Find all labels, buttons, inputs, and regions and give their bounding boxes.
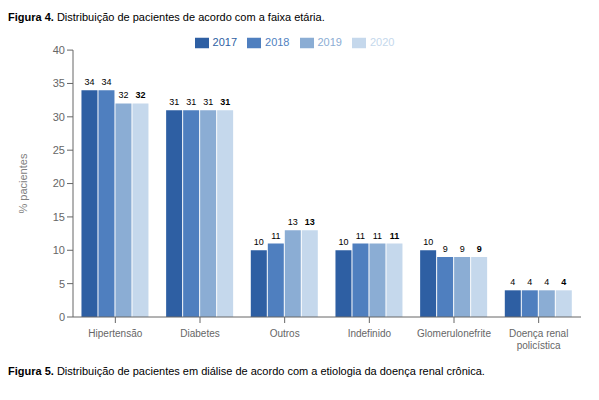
svg-text:15: 15: [53, 211, 65, 223]
svg-text:4: 4: [527, 277, 532, 287]
svg-text:20: 20: [53, 177, 65, 189]
svg-text:0: 0: [59, 311, 65, 323]
html-text:Figura 4. Distribuição de paci: Figura 4. Distribuição de pacientes de a…: [8, 11, 325, 23]
svg-text:10: 10: [254, 237, 264, 247]
svg-text:Doença renalpolicística: Doença renalpolicística: [509, 328, 568, 351]
svg-text:31: 31: [186, 97, 196, 107]
svg-text:4: 4: [510, 277, 515, 287]
svg-text:11: 11: [373, 231, 382, 241]
svg-text:34: 34: [101, 77, 111, 87]
svg-text:5: 5: [59, 278, 65, 290]
svg-text:9: 9: [477, 244, 482, 254]
svg-text:13: 13: [288, 217, 298, 227]
svg-text:25: 25: [53, 144, 65, 156]
svg-text:31: 31: [169, 97, 179, 107]
svg-text:10: 10: [423, 237, 433, 247]
svg-text:4: 4: [561, 277, 566, 287]
svg-text:10: 10: [338, 237, 348, 247]
svg-text:Outros: Outros: [270, 328, 300, 339]
svg-text:32: 32: [135, 90, 145, 100]
svg-text:11: 11: [390, 231, 400, 241]
html-text:2020: 2020: [370, 36, 395, 48]
html-text:2019: 2019: [317, 36, 342, 48]
svg-text:35: 35: [53, 77, 65, 89]
svg-text:Indefinido: Indefinido: [348, 328, 392, 339]
svg-text:% pacientes: % pacientes: [17, 153, 29, 213]
svg-text:13: 13: [305, 217, 315, 227]
svg-text:31: 31: [203, 97, 213, 107]
html-text:Figura 5. Distribuição de paci: Figura 5. Distribuição de pacientes em d…: [8, 365, 485, 377]
svg-text:Hipertensão: Hipertensão: [88, 328, 142, 339]
svg-text:11: 11: [271, 231, 280, 241]
svg-text:40: 40: [53, 44, 65, 56]
svg-text:11: 11: [356, 231, 365, 241]
svg-text:10: 10: [53, 244, 65, 256]
svg-text:34: 34: [84, 77, 94, 87]
svg-text:9: 9: [443, 244, 448, 254]
svg-text:9: 9: [460, 244, 465, 254]
svg-text:31: 31: [220, 97, 230, 107]
svg-text:Glomerulonefrite: Glomerulonefrite: [417, 328, 491, 339]
svg-text:Diabetes: Diabetes: [180, 328, 219, 339]
svg-text:30: 30: [53, 111, 65, 123]
svg-text:4: 4: [544, 277, 549, 287]
html-text:2017: 2017: [212, 36, 237, 48]
svg-text:32: 32: [118, 90, 128, 100]
html-text:2018: 2018: [265, 36, 290, 48]
